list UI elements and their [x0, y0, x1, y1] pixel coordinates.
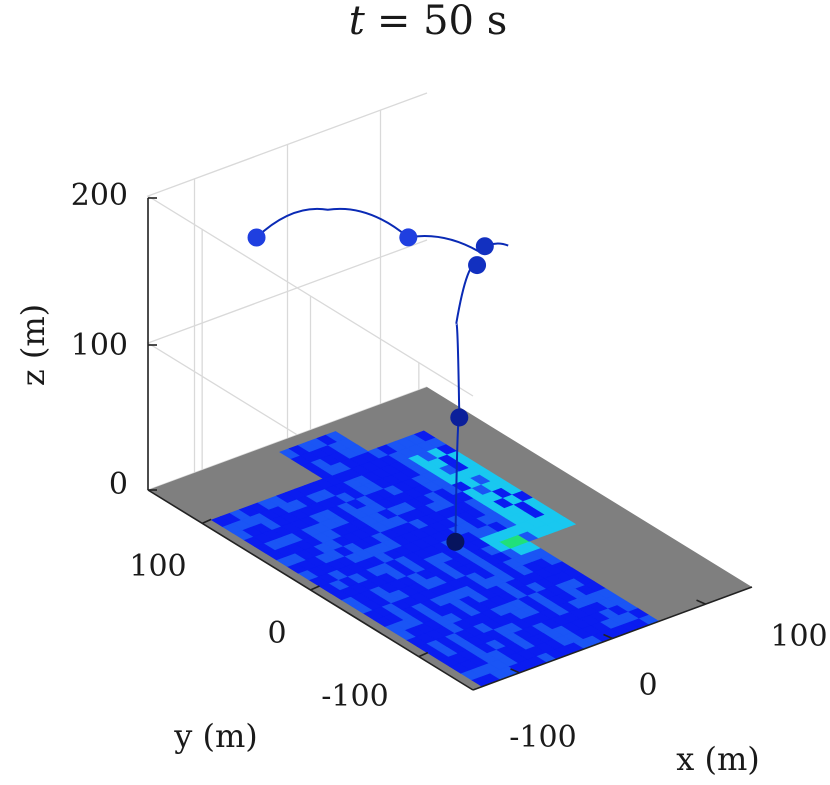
z-axis-label: z (m)	[14, 304, 52, 386]
x-tick-100: 100	[770, 619, 827, 654]
chart-title: t = 50 s	[349, 0, 507, 44]
agent-marker	[475, 237, 494, 256]
agent-marker	[247, 228, 266, 247]
y-tick-mark	[201, 518, 212, 525]
x-tick-mark	[603, 633, 613, 640]
trajectory-line	[454, 261, 480, 542]
z-tick-100: 100	[71, 328, 128, 363]
y-axis-label: y (m)	[173, 717, 258, 755]
y-tick-mark	[418, 651, 429, 658]
y-tick-mark	[310, 585, 320, 591]
y-tick-0: 0	[267, 616, 286, 651]
agent-marker	[468, 256, 487, 275]
ground-cell	[325, 431, 348, 442]
x-tick-minus-100: -100	[509, 720, 576, 755]
agents	[247, 228, 494, 551]
x-tick-mark	[696, 599, 706, 605]
y-tick-100: 100	[129, 549, 186, 584]
z-tick-0: 0	[109, 467, 128, 502]
z-tick-200: 200	[71, 178, 128, 213]
agent-marker	[450, 408, 469, 427]
y-tick-minus-100: -100	[321, 679, 388, 714]
x-tick-0: 0	[638, 668, 657, 703]
ground-cell	[413, 430, 436, 442]
agent-marker	[399, 228, 418, 247]
trajectory-line	[255, 207, 509, 253]
x-axis-label: x (m)	[676, 740, 760, 778]
agent-marker	[446, 532, 465, 551]
x-tick-mark	[510, 668, 520, 674]
axes	[147, 197, 753, 691]
